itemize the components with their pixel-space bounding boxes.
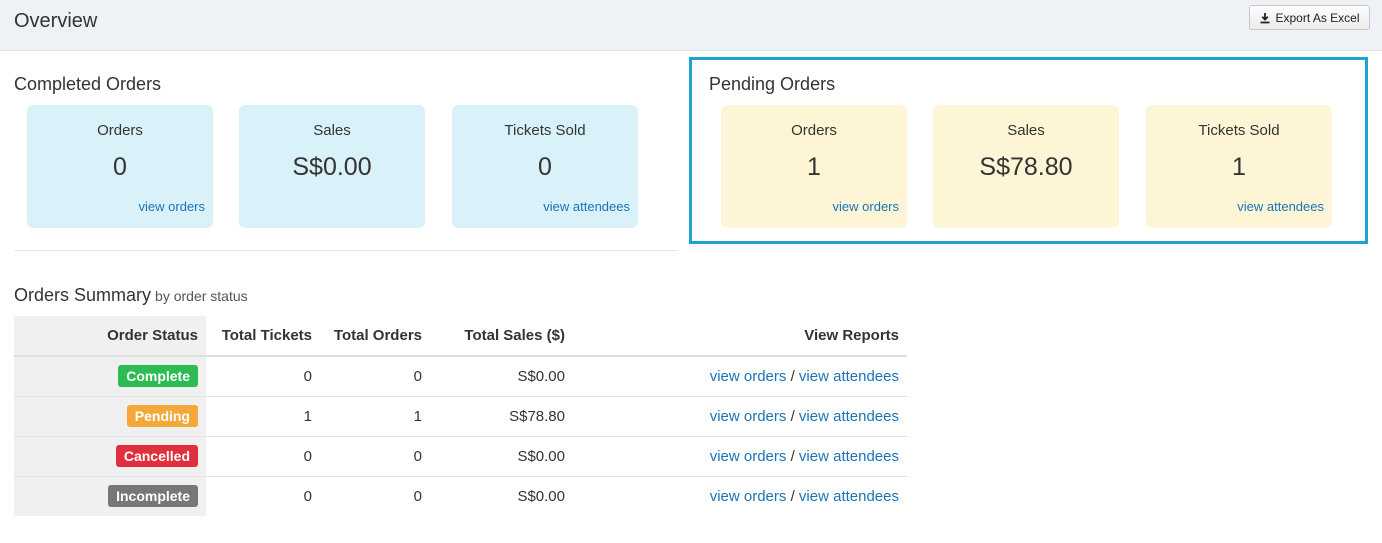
link-separator: / xyxy=(790,407,795,425)
section-divider xyxy=(14,250,678,251)
link-separator: / xyxy=(790,367,795,385)
reports-cell: view orders / view attendees xyxy=(573,356,907,396)
sales-cell: S$0.00 xyxy=(430,475,573,516)
card-value: 1 xyxy=(807,153,821,181)
completed-orders-title: Completed Orders xyxy=(14,74,162,94)
tickets-cell: 0 xyxy=(303,367,312,385)
reports-cell: view orders / view attendees xyxy=(573,395,907,436)
card-label: Orders xyxy=(97,122,143,139)
table-row: Complete 0 0 S$0.00 view orders / view a… xyxy=(14,356,907,396)
status-cell: Pending xyxy=(14,395,206,436)
page-title: Overview xyxy=(14,10,98,32)
card-label: Orders xyxy=(791,122,837,139)
view-orders-link[interactable]: view orders xyxy=(709,407,787,425)
pending-orders-card: Orders 1 view orders xyxy=(721,105,907,228)
reports-cell: view orders / view attendees xyxy=(573,475,907,516)
table-row: Incomplete 0 0 S$0.00 view orders / view… xyxy=(14,475,907,516)
view-orders-link[interactable]: view orders xyxy=(709,367,787,385)
status-badge: Complete xyxy=(118,365,198,388)
view-attendees-link[interactable]: view attendees xyxy=(798,487,899,505)
orders-summary-table: Order Status Total Tickets Total Orders … xyxy=(14,316,907,516)
view-orders-link[interactable]: view orders xyxy=(138,199,205,214)
orders-summary-title: Orders Summary by order status xyxy=(14,285,248,306)
sales-cell: S$0.00 xyxy=(517,367,565,385)
col-total-sales: Total Sales ($) xyxy=(430,316,573,357)
pending-orders-title: Pending Orders xyxy=(709,74,836,94)
col-view-reports: View Reports xyxy=(573,316,907,357)
link-separator: / xyxy=(790,447,795,465)
card-label: Sales xyxy=(313,122,351,139)
card-label: Sales xyxy=(1007,122,1045,139)
pending-sales-card: Sales S$78.80 xyxy=(933,105,1119,228)
reports-cell: view orders / view attendees xyxy=(573,435,907,476)
orders-cell: 0 xyxy=(320,475,430,516)
card-value: 0 xyxy=(113,153,127,181)
view-attendees-link[interactable]: view attendees xyxy=(798,447,899,465)
completed-sales-card: Sales S$0.00 xyxy=(239,105,425,228)
card-value: S$0.00 xyxy=(292,153,372,181)
view-orders-link[interactable]: view orders xyxy=(832,199,899,214)
status-badge: Pending xyxy=(126,405,198,427)
download-icon xyxy=(1260,12,1270,23)
view-orders-link[interactable]: view orders xyxy=(709,447,787,465)
table-row: Cancelled 0 0 S$0.00 view orders / view … xyxy=(14,435,907,476)
status-badge: Cancelled xyxy=(115,445,198,467)
view-attendees-link[interactable]: view attendees xyxy=(798,407,899,425)
tickets-cell: 0 xyxy=(206,435,320,476)
completed-tickets-card: Tickets Sold 0 view attendees xyxy=(452,105,638,228)
tickets-cell: 1 xyxy=(206,395,320,436)
card-value: S$78.80 xyxy=(979,153,1073,181)
completed-orders-card: Orders 0 view orders xyxy=(27,105,213,228)
view-attendees-link[interactable]: view attendees xyxy=(543,199,630,214)
orders-summary-heading: Orders Summary xyxy=(14,285,152,305)
col-total-tickets: Total Tickets xyxy=(206,316,320,357)
status-cell: Incomplete xyxy=(14,475,206,516)
status-cell: Complete xyxy=(14,356,206,396)
card-value: 0 xyxy=(538,153,552,181)
orders-cell: 1 xyxy=(320,395,430,436)
card-label: Tickets Sold xyxy=(1198,122,1280,139)
status-cell: Cancelled xyxy=(14,435,206,476)
link-separator: / xyxy=(790,487,795,505)
orders-cell: 0 xyxy=(413,367,422,385)
col-total-orders: Total Orders xyxy=(320,316,430,357)
overview-header: Overview Export As Excel xyxy=(0,0,1382,51)
col-order-status: Order Status xyxy=(14,316,206,357)
orders-summary-subtitle: by order status xyxy=(155,288,248,304)
pending-tickets-card: Tickets Sold 1 view attendees xyxy=(1146,105,1332,228)
card-label: Tickets Sold xyxy=(504,122,586,139)
tickets-cell: 0 xyxy=(206,475,320,516)
sales-cell: S$0.00 xyxy=(430,435,573,476)
card-value: 1 xyxy=(1232,153,1246,181)
table-header-row: Order Status Total Tickets Total Orders … xyxy=(14,316,907,357)
pending-orders-highlight xyxy=(689,57,1368,244)
view-attendees-link[interactable]: view attendees xyxy=(798,367,899,385)
export-excel-label: Export As Excel xyxy=(1275,10,1360,25)
view-orders-link[interactable]: view orders xyxy=(709,487,787,505)
table-row: Pending 1 1 S$78.80 view orders / view a… xyxy=(14,395,907,436)
orders-cell: 0 xyxy=(320,435,430,476)
status-badge: Incomplete xyxy=(108,485,198,508)
view-attendees-link[interactable]: view attendees xyxy=(1237,199,1324,214)
export-excel-button[interactable]: Export As Excel xyxy=(1249,5,1370,30)
sales-cell: S$78.80 xyxy=(430,395,573,436)
